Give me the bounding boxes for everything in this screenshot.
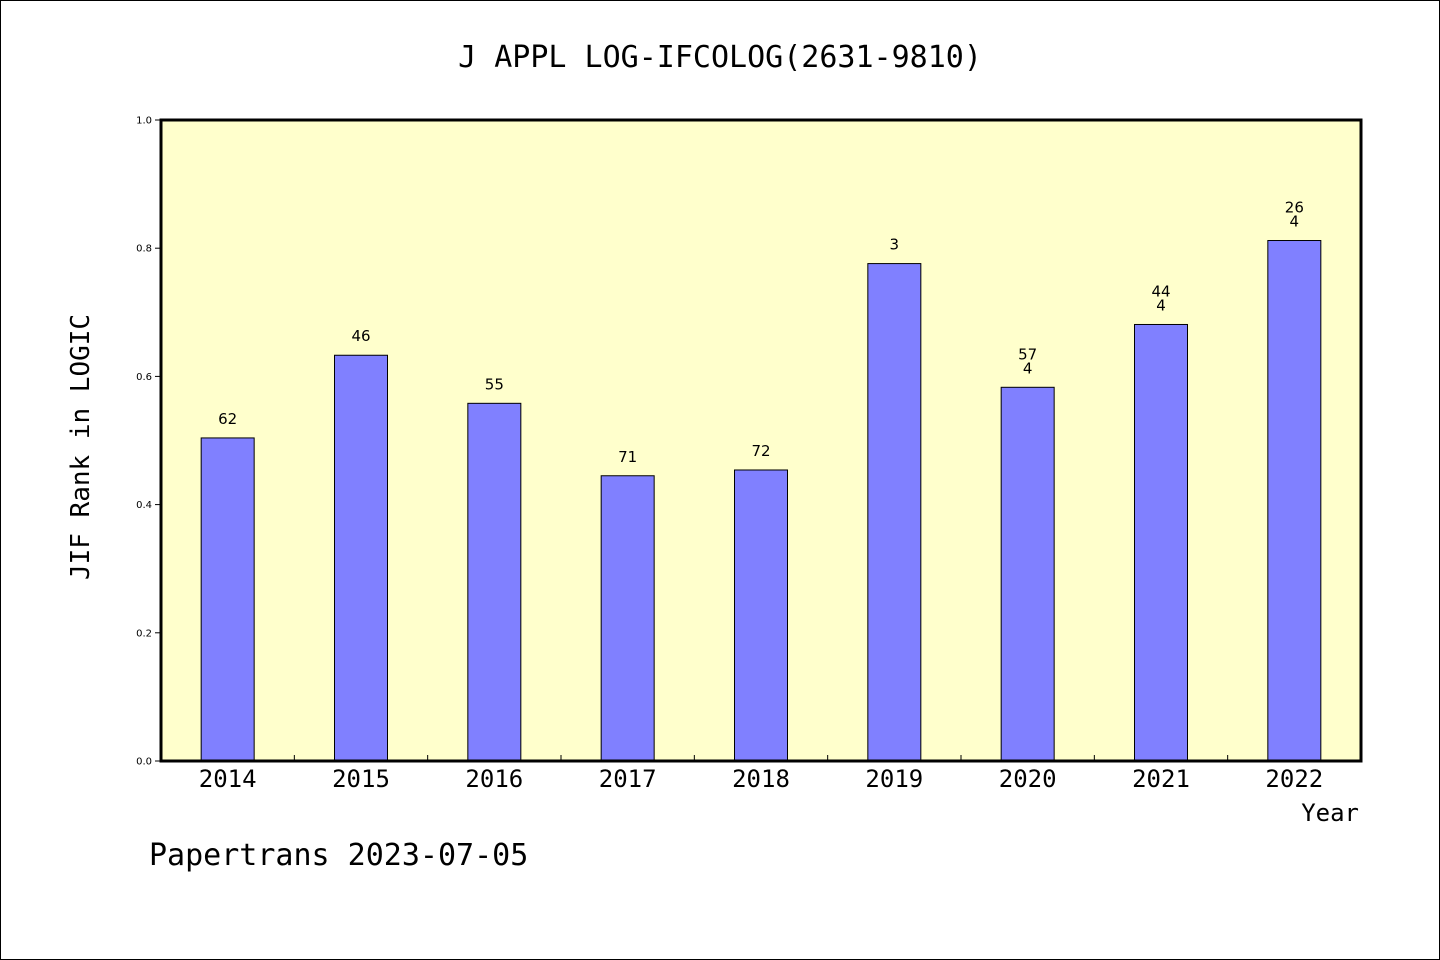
y-tick-label: 0.8 [136, 244, 152, 255]
x-tick-label: 2020 [999, 765, 1057, 793]
data-label: 4 [1156, 296, 1166, 314]
bar-2019 [867, 263, 922, 762]
bar-2018 [734, 469, 788, 762]
data-label: 62 [218, 410, 237, 428]
data-label: 44 [1151, 282, 1170, 300]
data-label: 4 [1023, 359, 1033, 377]
bar-2022 [1267, 240, 1322, 762]
footer-credit: Papertrans 2023-07-05 [149, 838, 528, 873]
bar-2021 [1134, 323, 1188, 762]
y-axis-label: JIF Rank in LOGIC [66, 314, 96, 580]
data-label: 57 [1018, 345, 1037, 363]
data-label: 3 [890, 236, 900, 254]
bar-2015 [334, 354, 388, 762]
data-label: 71 [618, 448, 637, 466]
x-tick-label: 2015 [332, 765, 390, 793]
y-tick-label: 0.2 [136, 628, 152, 639]
y-tick-label: 0.6 [136, 372, 152, 383]
data-label: 72 [751, 442, 770, 460]
data-label: 55 [485, 375, 504, 393]
x-tick-label: 2018 [732, 765, 790, 793]
chart-title: J APPL LOG-IFCOLOG(2631-9810) [458, 40, 982, 75]
y-tick-label: 0.4 [136, 500, 152, 511]
x-tick-label: 2016 [465, 765, 523, 793]
bar-2017 [600, 475, 655, 762]
x-tick-label: 2021 [1132, 765, 1190, 793]
bar-2014 [200, 437, 255, 762]
plot-border [159, 118, 1363, 763]
data-label: 4 [1290, 213, 1300, 231]
y-tick-label: 0.0 [136, 757, 152, 768]
data-label: 46 [351, 327, 370, 345]
x-axis-label: Year [1301, 799, 1359, 827]
y-tick-label: 1.0 [136, 116, 152, 127]
data-label: 26 [1285, 199, 1304, 217]
bar-2016 [467, 402, 522, 762]
bar-2020 [1000, 386, 1055, 762]
x-tick-label: 2019 [865, 765, 923, 793]
x-tick-label: 2014 [199, 765, 257, 793]
x-tick-label: 2022 [1265, 765, 1323, 793]
x-tick-label: 2017 [599, 765, 657, 793]
